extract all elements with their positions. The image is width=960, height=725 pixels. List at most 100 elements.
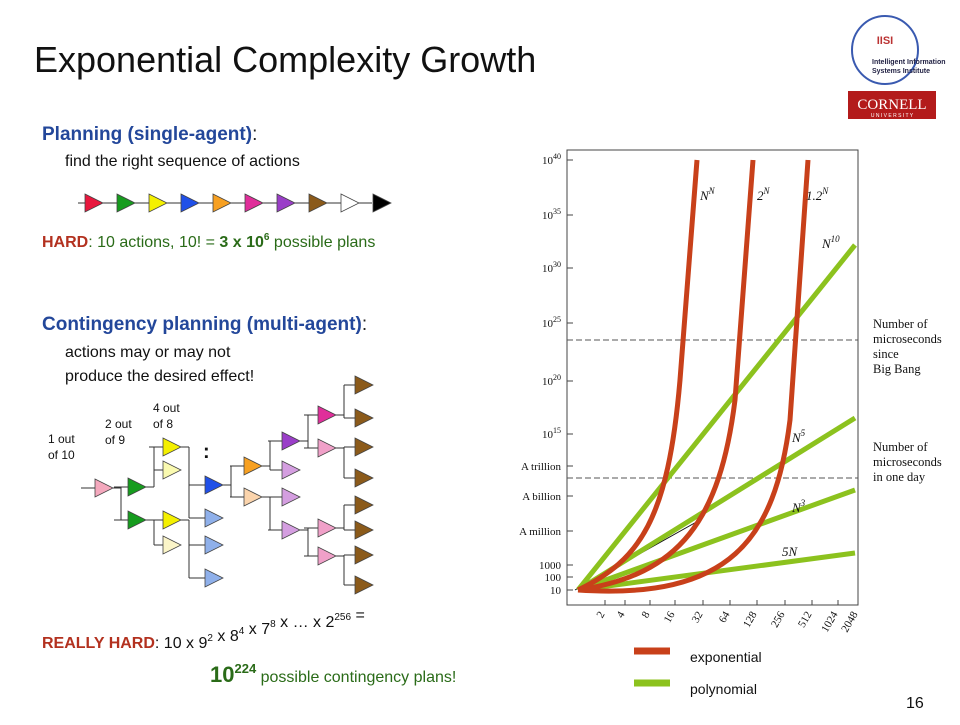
y-label-base: 10	[542, 376, 554, 388]
hard-exponent: 6	[264, 232, 270, 243]
y-label-exp: 15	[553, 426, 561, 435]
y-label: 1015	[542, 426, 561, 441]
y-label: 10	[550, 585, 562, 597]
y-label-exp: 30	[553, 260, 561, 269]
action-triangle	[204, 475, 224, 495]
exponential-curve	[576, 159, 700, 593]
action-triangle	[281, 431, 301, 451]
action-triangle	[354, 437, 374, 457]
action-triangle	[94, 478, 114, 498]
polynomial-curve	[577, 550, 856, 593]
logo-text: Intelligent Information	[872, 59, 946, 66]
heading: Contingency planning (multi-agent):	[42, 314, 367, 335]
action-triangle	[317, 546, 337, 566]
y-label: 1040	[542, 152, 561, 167]
heading-text: Contingency planning (multi-agent)	[42, 314, 362, 335]
x-label: 32	[690, 610, 706, 626]
y-label: 1030	[542, 260, 561, 275]
slide-title: Exponential Complexity Growth	[34, 39, 536, 80]
heading-text: Planning (single-agent)	[42, 124, 252, 145]
ellipsis: :	[203, 441, 210, 463]
y-label-exp: 35	[553, 207, 561, 216]
tree-label: of 8	[153, 417, 173, 431]
action-triangle	[340, 193, 360, 213]
tree-label: 2 out	[105, 417, 132, 431]
result-suffix: possible contingency plans!	[256, 669, 456, 686]
contingency-tree: 1 out of 10 2 out of 9 4 out of 8	[48, 375, 374, 595]
action-triangle	[354, 468, 374, 488]
x-label: 64	[717, 609, 733, 625]
action-triangle	[116, 193, 136, 213]
y-label: A million	[519, 526, 561, 538]
action-triangle	[317, 438, 337, 458]
colon: :	[362, 314, 367, 335]
curve-label-exp: N	[763, 186, 771, 196]
curve-label-base: 2	[757, 188, 764, 203]
y-label-base: 10	[542, 263, 554, 275]
curve-label-base: N	[791, 500, 802, 515]
really-hard-line: REALLY HARD: 10 x 92 x 84 x 78 x … x 225…	[42, 607, 365, 652]
legend-label: exponential	[690, 649, 762, 665]
hard-label: HARD	[42, 234, 88, 251]
y-label-base: 10	[542, 429, 554, 441]
action-sequence	[78, 193, 392, 213]
result-exponent: 224	[234, 661, 256, 676]
curve-label-base: N	[821, 236, 832, 251]
action-triangle	[281, 460, 301, 480]
formula-text: : 10 x 9	[155, 635, 208, 652]
action-triangle	[127, 477, 147, 497]
y-label: A billion	[522, 491, 561, 503]
action-triangle	[180, 193, 200, 213]
curve-label: 1.2N	[806, 186, 829, 203]
chart-note: microseconds	[873, 455, 942, 469]
tree-label: 4 out	[153, 401, 180, 415]
curve-label-exp: 3	[800, 498, 806, 508]
action-triangle	[308, 193, 328, 213]
action-triangle	[243, 456, 263, 476]
logo: IISI Intelligent Information Systems Ins…	[848, 15, 946, 119]
y-label: 1020	[542, 373, 561, 388]
polynomial-curve	[577, 487, 856, 593]
y-label-base: 10	[542, 210, 554, 222]
curve-label-base: N	[699, 188, 710, 203]
action-triangle	[162, 460, 182, 480]
hard-text: : 10 actions, 10! =	[88, 234, 219, 251]
action-triangle	[372, 193, 392, 213]
action-triangle	[281, 520, 301, 540]
action-triangle	[276, 193, 296, 213]
curve-label: 2N	[757, 186, 771, 203]
x-label: 8	[639, 609, 652, 620]
curve-label-exp: N	[821, 186, 829, 196]
action-triangle	[148, 193, 168, 213]
logo-cornell: CORNELL	[857, 97, 926, 113]
y-label-exp: 40	[553, 152, 561, 161]
y-label: 1000	[539, 560, 562, 572]
formula-text: x 7	[244, 621, 270, 638]
curve-label-exp: 5	[801, 428, 806, 438]
action-triangle	[162, 510, 182, 530]
action-triangle	[243, 487, 263, 507]
formula-exponent: 2	[207, 633, 213, 644]
action-triangle	[354, 408, 374, 428]
y-label-base: 10	[542, 155, 554, 167]
action-triangle	[244, 193, 264, 213]
tree-label: 1 out	[48, 432, 75, 446]
curve-label-exp: 10	[831, 234, 841, 244]
x-label: 16	[662, 609, 678, 625]
description: produce the desired effect!	[65, 368, 254, 385]
chart-note: Number of	[873, 317, 928, 331]
exponential-curve	[577, 159, 756, 593]
x-label: 512	[796, 610, 815, 630]
action-triangle	[354, 375, 374, 395]
y-label: 1025	[542, 315, 561, 330]
formula-text: x … x 2	[276, 614, 335, 631]
action-triangle	[354, 575, 374, 595]
action-triangle	[127, 510, 147, 530]
chart-note: in one day	[873, 470, 926, 484]
formula-text: x 8	[213, 628, 239, 645]
action-triangle	[354, 545, 374, 565]
polynomial-curve	[576, 243, 857, 592]
x-label: 2	[594, 610, 607, 621]
logo-acronym: IISI	[877, 35, 894, 47]
